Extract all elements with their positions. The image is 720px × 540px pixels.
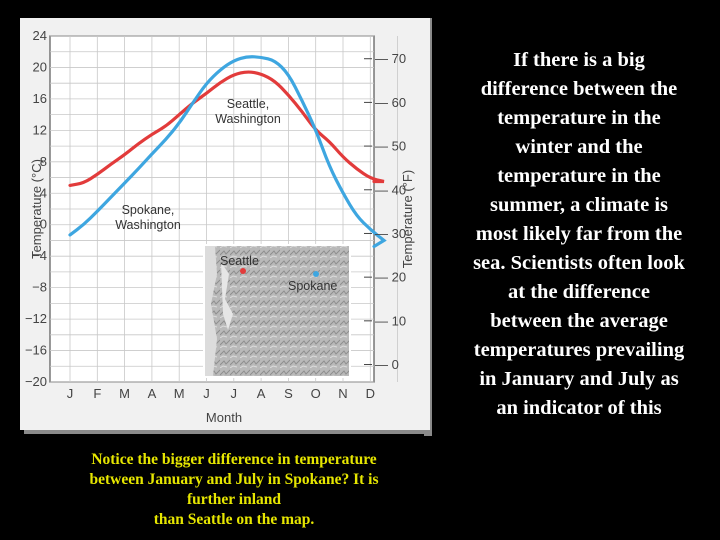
x-tick-label: D — [366, 386, 375, 401]
x-tick-label: J — [67, 386, 74, 401]
x-tick-label: S — [284, 386, 293, 401]
right-tick-label: — 10 — [375, 313, 406, 328]
x-tick-label: N — [338, 386, 347, 401]
right-tick-label: — 0 — [375, 357, 399, 372]
y-tick-label: −16 — [25, 343, 47, 358]
y-tick-label: −4 — [32, 248, 47, 263]
bottom-caption: Notice the bigger difference in temperat… — [89, 451, 379, 528]
right-tick-label: — 30 — [375, 226, 406, 241]
spokane-series-label: Spokane, — [122, 203, 175, 217]
y-tick-label: 24 — [33, 28, 47, 43]
inset-label-spokane: Spokane — [288, 279, 337, 293]
right-tick-label: — 40 — [375, 182, 406, 197]
y-tick-label: −8 — [32, 280, 47, 295]
x-axis-title: Month — [206, 410, 242, 425]
x-tick-label: A — [148, 386, 157, 401]
inset-label-seattle: Seattle — [220, 254, 259, 268]
x-tick-label: M — [174, 386, 185, 401]
climate-figure: Seattle Spokane 24 20 16 12 8 4 0 −4 −8 −12 −16 −20 —… — [20, 18, 430, 430]
tick-labels: 24 20 16 12 8 4 0 −4 −8 −12 −16 −20 — 70 — 60 — 50 — 40… — [25, 28, 406, 401]
inset-map-ocean — [205, 246, 217, 376]
x-tick-label: A — [257, 386, 266, 401]
spokane-marker — [313, 271, 319, 277]
spokane-series-label: Washington — [115, 218, 181, 232]
chart-labels: Month Temperature (°C) Temperature (°F) Sea… — [29, 97, 415, 425]
spokane-line — [68, 55, 387, 249]
figure-shadow-bottom — [24, 428, 432, 434]
x-tick-label: M — [119, 386, 130, 401]
y-tick-label: 8 — [40, 154, 47, 169]
seattle-series-label: Seattle, — [227, 97, 269, 111]
inset-map-sound — [221, 262, 233, 330]
x-tick-label: O — [311, 386, 321, 401]
right-tick-label: — 20 — [375, 270, 406, 285]
series-layer — [68, 55, 387, 249]
y-tick-label: 20 — [33, 59, 47, 74]
seattle-line — [68, 70, 385, 188]
x-tick-label: J — [231, 386, 238, 401]
y-tick-label: 16 — [33, 91, 47, 106]
x-tick-label: F — [93, 386, 101, 401]
right-tick-label: — 70 — [375, 51, 406, 66]
x-tick-label: J — [203, 386, 210, 401]
y-tick-label: 12 — [33, 122, 47, 137]
y-tick-label: −20 — [25, 374, 47, 389]
y-tick-label: 4 — [40, 185, 47, 200]
y-tick-label: −12 — [25, 311, 47, 326]
y-axis-title-right: Temperature (°F) — [400, 170, 415, 268]
y-tick-label: 0 — [40, 217, 47, 232]
right-tick-label: — 50 — [375, 139, 406, 154]
seattle-marker — [240, 268, 246, 274]
temperature-chart: Seattle Spokane 24 20 16 12 8 4 0 −4 −8 −12 −16 −20 —… — [20, 18, 430, 430]
right-paragraph: If there is a big difference between the… — [473, 49, 685, 419]
right-tick-label: — 60 — [375, 95, 406, 110]
inset-map: Seattle Spokane — [203, 244, 351, 378]
seattle-series-label: Washington — [215, 112, 281, 126]
y-axis-title-left: Temperature (°C) — [29, 159, 44, 259]
